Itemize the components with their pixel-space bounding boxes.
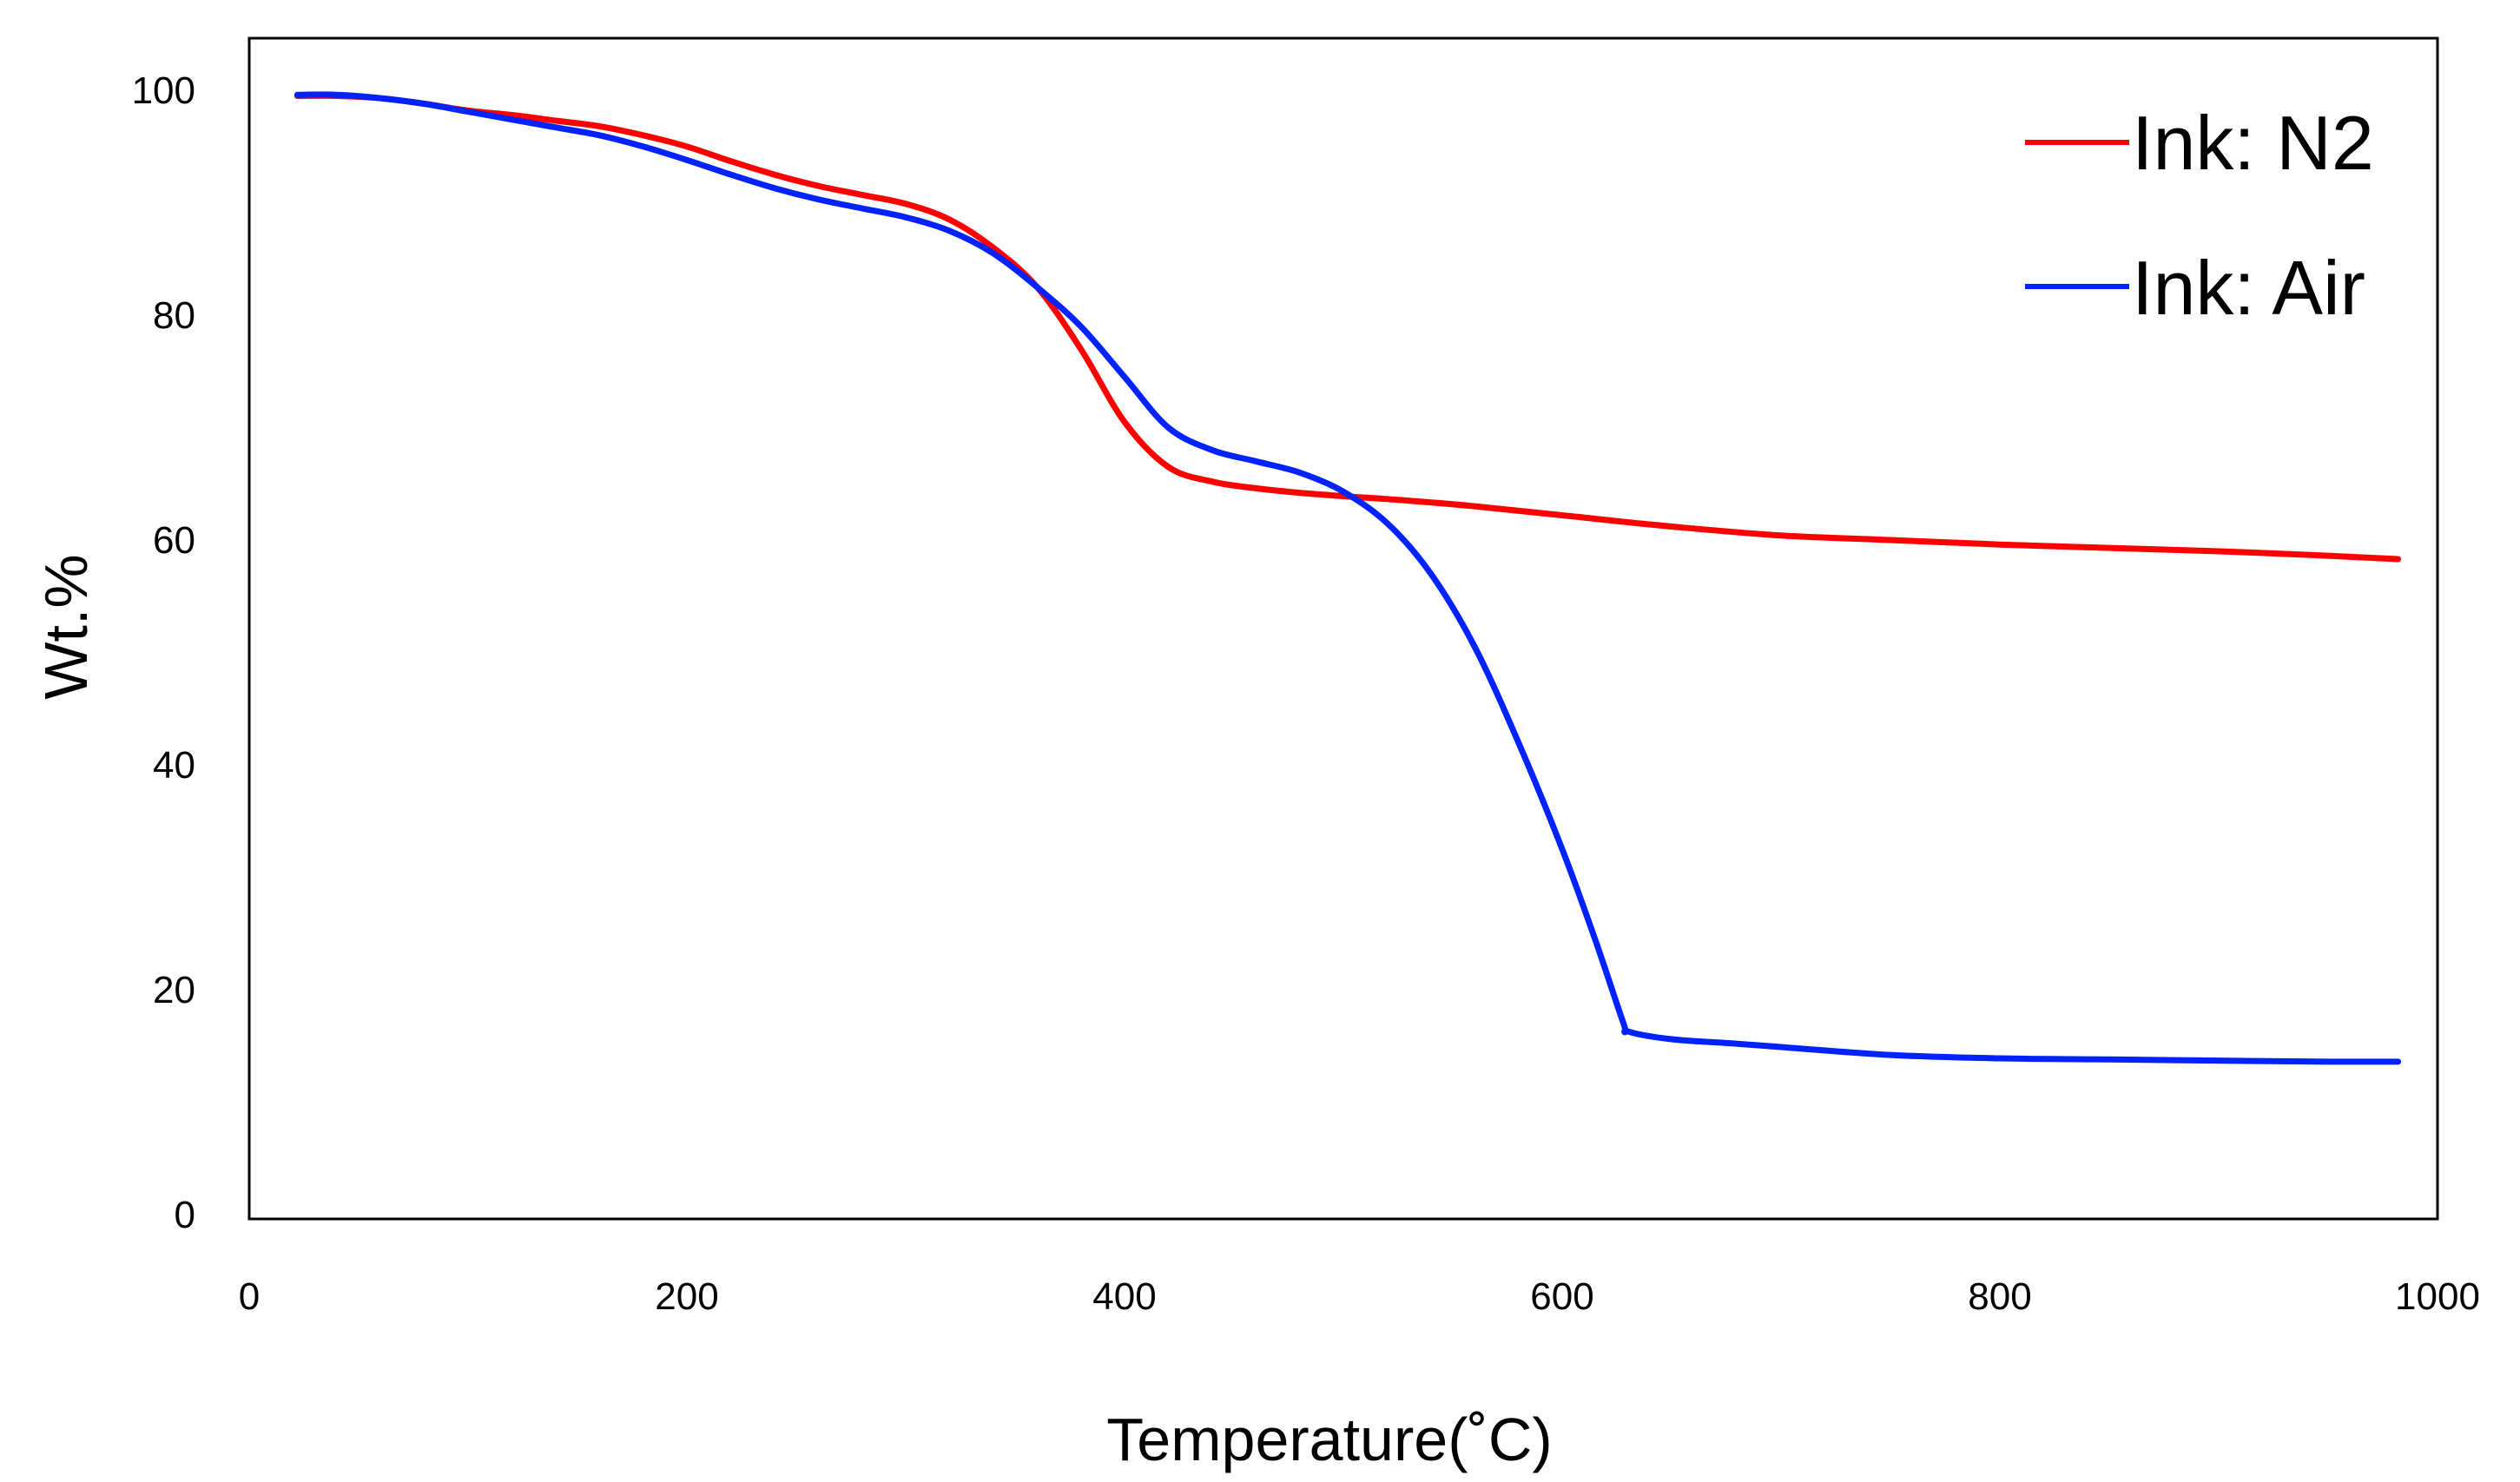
x-tick-label: 200 [655, 1275, 718, 1318]
x-tick-label: 600 [1530, 1275, 1593, 1318]
x-tick-label: 1000 [2395, 1275, 2480, 1318]
y-axis-title: Wt.% [32, 554, 100, 699]
x-tick-label: 0 [239, 1275, 260, 1318]
y-tick-label: 40 [153, 744, 195, 787]
x-axis-title: Temperature(˚C) [1106, 1406, 1552, 1473]
series-line-ink-n2 [294, 92, 2402, 563]
legend-label-ink-air: Ink: Air [2132, 245, 2365, 331]
y-tick-label: 0 [175, 1194, 195, 1236]
legend-label-ink-n2: Ink: N2 [2132, 100, 2374, 186]
y-axis-ticks: 0 20 40 60 80 100 [132, 69, 195, 1236]
x-tick-label: 800 [1968, 1275, 2031, 1318]
x-tick-label: 400 [1092, 1275, 1156, 1318]
y-tick-label: 80 [153, 294, 195, 337]
y-tick-label: 100 [132, 69, 195, 112]
y-tick-label: 20 [153, 969, 195, 1011]
plot-area-frame [247, 36, 2439, 1221]
series-layer [294, 91, 2402, 1065]
y-tick-label: 60 [153, 519, 195, 562]
x-axis-ticks: 0 200 400 600 800 1000 [239, 1275, 2480, 1318]
legend: Ink: N2 Ink: Air [2025, 100, 2374, 331]
series-line-ink-air [294, 91, 2402, 1065]
